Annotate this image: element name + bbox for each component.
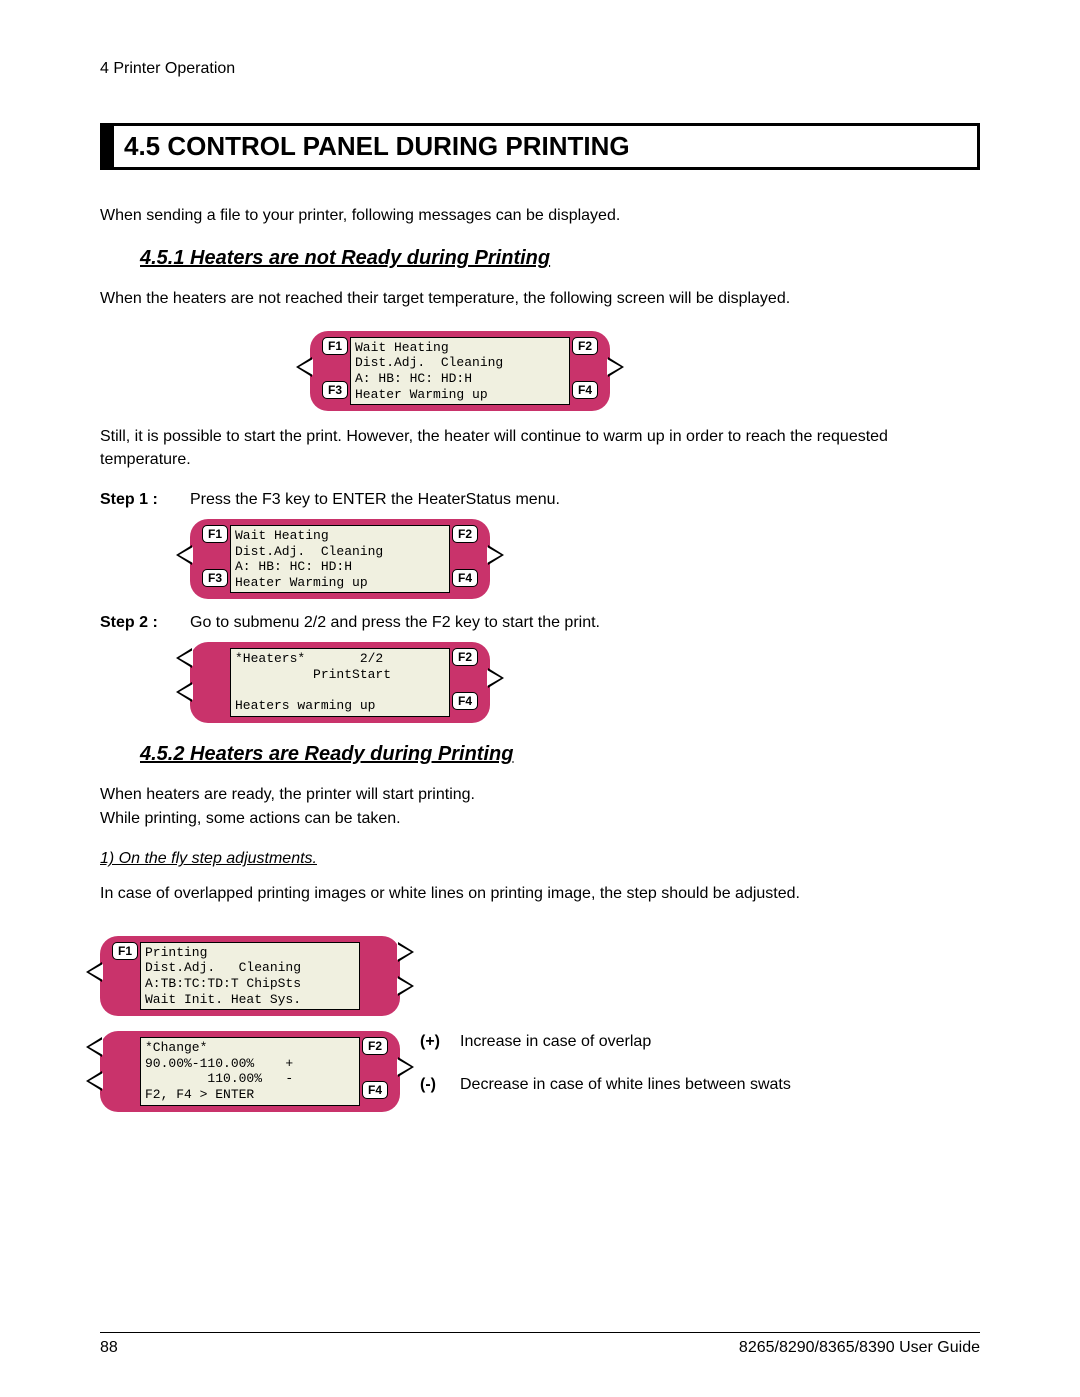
footer-guide-name: 8265/8290/8365/8390 User Guide	[739, 1339, 980, 1357]
f2-key: F2	[362, 1037, 388, 1055]
subsection-451-title: 4.5.1 Heaters are not Ready during Print…	[140, 247, 980, 270]
f2-key: F2	[572, 337, 598, 355]
f1-key: F1	[202, 525, 228, 543]
legend-items: (+) Increase in case of overlap (-) Decr…	[420, 926, 980, 1119]
step1-label: Step 1 :	[100, 491, 190, 509]
legend-minus: (-) Decrease in case of white lines betw…	[420, 1076, 980, 1094]
sub452-para3: In case of overlapped printing images or…	[100, 883, 980, 905]
legend-plus-sym: (+)	[420, 1033, 460, 1051]
panel-legend-row: Printing Dist.Adj. Cleaning A:TB:TC:TD:T…	[100, 926, 980, 1127]
legend-plus-text: Increase in case of overlap	[460, 1033, 651, 1051]
f2-key: F2	[452, 648, 478, 666]
lcd-panel-3: *Heaters* 2/2 PrintStart Heaters warming…	[190, 642, 490, 722]
f3-key: F3	[322, 381, 348, 399]
sub451-para1: When the heaters are not reached their t…	[100, 288, 980, 310]
f2-key: F2	[452, 525, 478, 543]
f4-key: F4	[452, 569, 478, 587]
footer-page-number: 88	[100, 1339, 118, 1357]
sub452-h1: 1) On the fly step adjustments.	[100, 850, 980, 868]
legend-minus-sym: (-)	[420, 1076, 460, 1094]
step1-row: Step 1 : Press the F3 key to ENTER the H…	[100, 491, 980, 509]
legend-plus: (+) Increase in case of overlap	[420, 1033, 980, 1051]
f4-key: F4	[572, 381, 598, 399]
f3-key: F3	[202, 569, 228, 587]
step2-text: Go to submenu 2/2 and press the F2 key t…	[190, 614, 600, 632]
sub451-para2: Still, it is possible to start the print…	[100, 426, 980, 471]
f4-key: F4	[362, 1081, 388, 1099]
f4-key: F4	[452, 692, 478, 710]
legend-minus-text: Decrease in case of white lines between …	[460, 1076, 791, 1094]
step1-text: Press the F3 key to ENTER the HeaterStat…	[190, 491, 560, 509]
section-intro: When sending a file to your printer, fol…	[100, 205, 980, 227]
lcd-panel-4: Printing Dist.Adj. Cleaning A:TB:TC:TD:T…	[100, 936, 400, 1016]
lcd-panel-2: Wait Heating Dist.Adj. Cleaning A: HB: H…	[190, 519, 490, 599]
step2-label: Step 2 :	[100, 614, 190, 632]
sub452-para1: When heaters are ready, the printer will…	[100, 784, 980, 806]
sub452-para2: While printing, some actions can be take…	[100, 808, 980, 830]
page-header: 4 Printer Operation	[100, 60, 980, 78]
f1-key: F1	[322, 337, 348, 355]
subsection-452-title: 4.5.2 Heaters are Ready during Printing	[140, 743, 980, 766]
f1-key: F1	[112, 942, 138, 960]
section-title: 4.5 CONTROL PANEL DURING PRINTING	[100, 123, 980, 170]
lcd-panel-1: Wait Heating Dist.Adj. Cleaning A: HB: H…	[310, 331, 610, 411]
step2-row: Step 2 : Go to submenu 2/2 and press the…	[100, 614, 980, 632]
page-footer: 88 8265/8290/8365/8390 User Guide	[100, 1332, 980, 1357]
lcd-panel-5: *Change* 90.00%-110.00% + 110.00% - F2, …	[100, 1031, 400, 1111]
